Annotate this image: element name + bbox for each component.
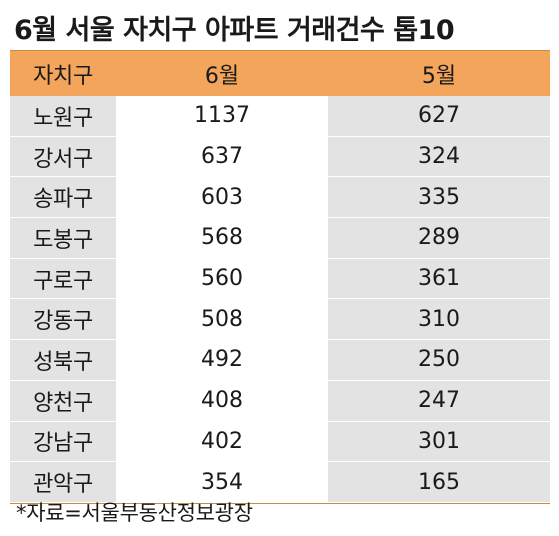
district-cell: 도봉구 [10,218,116,258]
header-june: 6월 [204,63,240,89]
table-row: 도봉구 568 289 [10,218,550,259]
district-cell: 강동구 [10,299,116,340]
table-row: 강동구 508 310 [10,299,550,341]
district-cell: 관악구 [10,462,116,502]
district-cell: 구로구 [10,258,116,299]
may-count-cell: 310 [328,299,550,340]
june-count-cell: 408 [116,380,328,421]
may-count-cell: 324 [328,136,550,177]
district-cell: 양천구 [10,380,116,421]
table-header: 자치구 6월 5월 [10,50,550,96]
table-row: 관악구 354 165 [10,462,550,503]
district-cell: 노원구 [10,96,116,136]
table-row: 성북구 492 250 [10,340,550,381]
table-body: 노원구 1137 627 강서구 637 324 송파구 603 335 도봉구 568 289 구로구… [10,96,550,503]
june-count-cell: 637 [116,136,328,177]
table-bottom-rule [10,502,550,504]
may-count-cell: 250 [328,340,550,380]
may-count-cell: 361 [328,258,550,299]
may-count-cell: 247 [328,380,550,421]
table-row: 강서구 637 324 [10,136,550,178]
header-district: 자치구 [33,63,93,89]
table-row: 노원구 1137 627 [10,96,550,137]
may-count-cell: 335 [328,177,550,218]
table-row: 송파구 603 335 [10,177,550,219]
header-may: 5월 [421,63,457,89]
june-count-cell: 492 [116,340,328,380]
may-count-cell: 289 [328,218,550,258]
may-count-cell: 627 [328,96,550,136]
transaction-table: 자치구 6월 5월 노원구 1137 627 강서구 637 324 송파구 603 335 도봉… [10,50,550,504]
june-count-cell: 603 [116,177,328,218]
june-count-cell: 508 [116,299,328,340]
june-count-cell: 402 [116,421,328,462]
table-row: 강남구 402 301 [10,421,550,463]
june-count-cell: 1137 [116,96,328,136]
may-count-cell: 165 [328,462,550,502]
district-cell: 강서구 [10,136,116,177]
may-count-cell: 301 [328,421,550,462]
table-row: 구로구 560 361 [10,258,550,300]
chart-title: 6월 서울 자치구 아파트 거래건수 톱10 [14,15,455,46]
table-row: 양천구 408 247 [10,380,550,422]
june-count-cell: 354 [116,462,328,502]
june-count-cell: 568 [116,218,328,258]
district-cell: 강남구 [10,421,116,462]
source-note: *자료=서울부동산정보광장 [16,501,253,525]
june-count-cell: 560 [116,258,328,299]
district-cell: 송파구 [10,177,116,218]
district-cell: 성북구 [10,340,116,380]
